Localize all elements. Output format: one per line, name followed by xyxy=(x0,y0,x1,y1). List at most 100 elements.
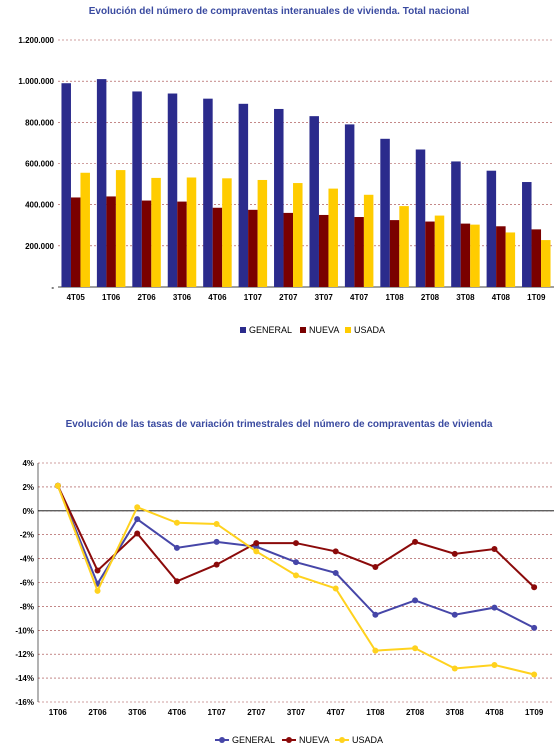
bar-nueva xyxy=(106,196,116,287)
line-point-usada xyxy=(372,647,379,654)
bar-nueva xyxy=(177,201,187,287)
bar-usada xyxy=(363,194,374,287)
line-y-tick-label: 2% xyxy=(22,483,34,492)
line-y-tick-label: -2% xyxy=(20,531,34,540)
line-x-tick-label: 2T08 xyxy=(406,708,425,717)
bar-legend-label: USADA xyxy=(354,325,385,335)
line-y-tick-label: -8% xyxy=(20,602,34,611)
bar-x-tick-label: 4T08 xyxy=(492,293,511,302)
bar-general xyxy=(309,116,319,288)
line-legend-label: USADA xyxy=(352,735,383,745)
bar-general xyxy=(344,124,355,288)
line-point-general xyxy=(451,611,458,618)
bar-usada xyxy=(257,179,268,287)
line-x-tick-label: 1T06 xyxy=(49,708,68,717)
bar-general xyxy=(203,98,213,287)
line-point-general xyxy=(293,559,299,566)
bar-chart-title: Evolución del número de compraventas int… xyxy=(88,6,470,17)
bar-general xyxy=(522,182,532,287)
line-point-general xyxy=(213,538,220,545)
bar-x-tick-label: 4T06 xyxy=(208,293,227,302)
line-point-nueva xyxy=(412,538,419,545)
bar-x-tick-label: 3T07 xyxy=(315,293,334,302)
line-y-tick-label: 4% xyxy=(22,459,34,468)
bar-nueva xyxy=(212,207,223,287)
bar-y-tick-label: 200.000 xyxy=(25,242,54,251)
bar-general xyxy=(274,108,284,288)
line-point-general xyxy=(173,544,180,551)
bar-general xyxy=(167,93,178,288)
bar-general xyxy=(96,79,107,287)
line-point-nueva xyxy=(134,530,141,537)
bar-x-tick-label: 2T08 xyxy=(421,293,440,302)
bar-usada xyxy=(399,206,409,287)
line-x-tick-label: 2T07 xyxy=(247,708,266,717)
bar-nueva xyxy=(248,209,258,287)
line-point-general xyxy=(332,569,339,576)
bar-legend-label: NUEVA xyxy=(309,325,339,335)
line-point-usada xyxy=(412,645,419,652)
bar-nueva xyxy=(70,197,81,287)
bar-usada xyxy=(151,177,161,287)
bar-y-tick-label: 400.000 xyxy=(25,201,54,210)
line-point-usada xyxy=(134,504,141,511)
bar-usada xyxy=(80,172,90,287)
line-point-usada xyxy=(213,520,220,527)
line-x-tick-label: 2T06 xyxy=(88,708,107,717)
bar-usada xyxy=(115,170,126,287)
line-x-tick-label: 4T08 xyxy=(485,708,504,717)
bar-nueva xyxy=(283,212,294,287)
line-x-tick-label: 3T06 xyxy=(128,708,147,717)
line-point-general xyxy=(491,604,498,611)
line-point-usada xyxy=(54,482,61,489)
line-y-tick-label: -4% xyxy=(20,555,34,564)
bar-x-tick-label: 4T05 xyxy=(67,293,86,302)
line-point-nueva xyxy=(491,546,498,553)
line-x-tick-label: 3T08 xyxy=(446,708,465,717)
bar-usada xyxy=(186,177,197,287)
bar-nueva xyxy=(354,217,364,287)
line-point-nueva xyxy=(293,540,299,547)
line-y-tick-label: -12% xyxy=(15,650,34,659)
bar-x-tick-label: 3T06 xyxy=(173,293,192,302)
bar-nueva xyxy=(425,221,435,287)
line-point-nueva xyxy=(213,561,220,568)
line-point-general xyxy=(412,597,419,604)
bar-x-tick-label: 3T08 xyxy=(456,293,475,302)
bar-usada xyxy=(293,183,303,287)
line-point-nueva xyxy=(451,550,458,557)
bar-usada xyxy=(541,240,551,287)
line-x-tick-label: 3T07 xyxy=(287,708,306,717)
bar-x-tick-label: 1T08 xyxy=(385,293,404,302)
line-x-tick-label: 1T07 xyxy=(207,708,226,717)
bar-general xyxy=(415,149,426,287)
bar-usada xyxy=(505,232,516,287)
bar-general xyxy=(132,91,142,287)
line-point-usada xyxy=(173,519,180,526)
line-legend-label: NUEVA xyxy=(299,735,329,745)
line-x-tick-label: 1T09 xyxy=(525,708,544,717)
bar-y-tick-label: 1.000.000 xyxy=(18,77,54,86)
bar-general xyxy=(61,83,71,287)
bar-x-tick-label: 4T07 xyxy=(350,293,369,302)
line-point-general xyxy=(531,624,538,631)
bar-usada xyxy=(222,178,232,287)
bar-nueva xyxy=(141,200,152,287)
bar-legend-label: GENERAL xyxy=(249,325,292,335)
bar-x-tick-label: 1T09 xyxy=(527,293,546,302)
line-point-general xyxy=(372,611,379,618)
bar-usada xyxy=(470,224,480,287)
line-point-general xyxy=(134,516,141,523)
bar-general xyxy=(380,138,390,287)
bar-general xyxy=(486,170,497,287)
bar-usada xyxy=(434,215,445,287)
line-point-usada xyxy=(94,587,101,594)
line-x-tick-label: 4T06 xyxy=(168,708,187,717)
line-series-nueva xyxy=(56,485,535,589)
line-y-tick-label: -16% xyxy=(15,698,34,707)
line-legend-marker-general xyxy=(219,737,225,743)
bar-y-tick-label: - xyxy=(51,283,54,292)
bar-nueva xyxy=(531,229,542,287)
line-point-nueva xyxy=(253,540,260,547)
